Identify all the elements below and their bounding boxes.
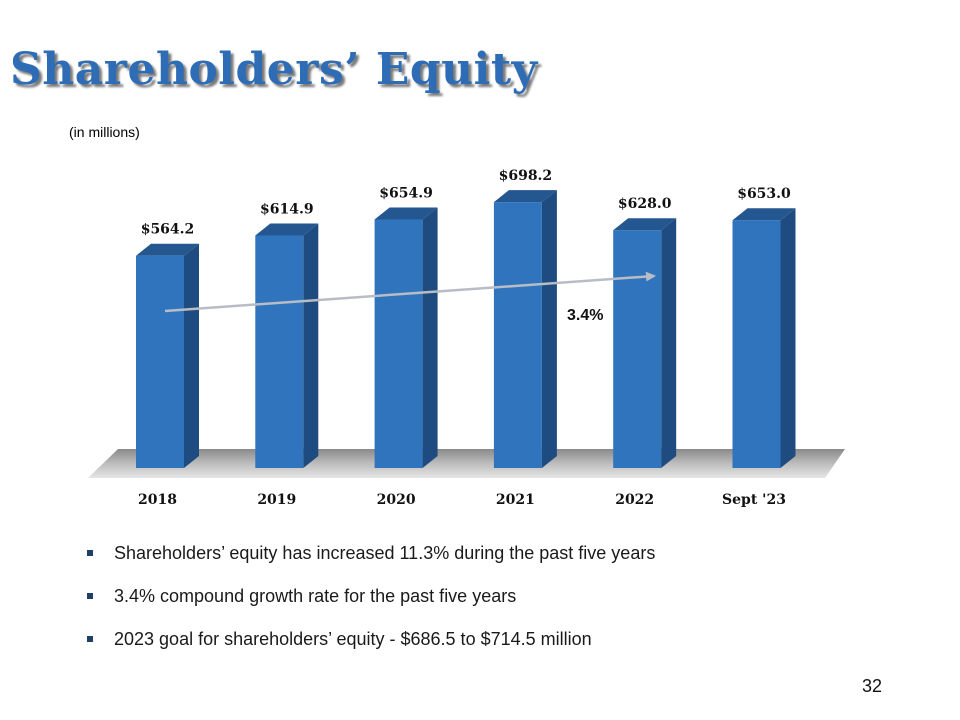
bar-front	[136, 255, 184, 468]
bar-front	[613, 230, 662, 468]
bar-value-label: $698.2	[499, 168, 553, 184]
bar-3	[493, 190, 557, 468]
bullet-square-icon	[87, 550, 93, 556]
bar-top	[732, 208, 796, 221]
bar-1	[255, 223, 319, 468]
bar-side	[780, 208, 796, 468]
bullet-item: 2023 goal for shareholders’ equity - $68…	[86, 622, 655, 665]
bar-value-label: $653.0	[737, 186, 791, 202]
bar-side	[184, 243, 199, 468]
bar-top	[136, 243, 199, 256]
bar-top	[613, 218, 677, 231]
category-label: 2021	[496, 492, 535, 508]
bar-front	[255, 235, 304, 468]
bullet-text: 2023 goal for shareholders’ equity - $68…	[114, 629, 592, 649]
bar-front	[493, 202, 542, 468]
bullet-square-icon	[87, 636, 93, 642]
bar-4	[613, 218, 677, 468]
key-points-list: Shareholders’ equity has increased 11.3%…	[86, 536, 655, 665]
bar-top	[374, 207, 438, 220]
bar-value-label: $628.0	[618, 196, 672, 212]
bar-front	[374, 219, 423, 468]
category-label: 2022	[615, 492, 654, 508]
category-label: Sept '23	[722, 492, 786, 508]
bullet-item: Shareholders’ equity has increased 11.3%…	[86, 536, 655, 579]
bar-value-label: $614.9	[260, 201, 314, 217]
page-number: 32	[862, 676, 883, 696]
bullet-text: Shareholders’ equity has increased 11.3%…	[114, 543, 656, 563]
cagr-annotation: 3.4%	[567, 307, 603, 324]
category-label: 2019	[257, 492, 296, 508]
bar-top	[255, 223, 319, 236]
category-label: 2018	[138, 492, 177, 508]
bar-5	[732, 208, 796, 468]
bar-top	[493, 190, 557, 203]
bar-side	[303, 223, 319, 468]
trend-arrow	[164, 271, 656, 313]
bar-0	[136, 243, 199, 468]
bar-2	[374, 207, 438, 468]
bullet-square-icon	[87, 593, 93, 599]
bar-front	[732, 220, 781, 468]
bullet-text: 3.4% compound growth rate for the past f…	[114, 586, 517, 606]
bar-side	[422, 207, 438, 468]
bar-value-label: $654.9	[379, 185, 433, 201]
bullet-item: 3.4% compound growth rate for the past f…	[86, 579, 655, 622]
chart-floor	[88, 449, 845, 478]
units-note: (in millions)	[69, 124, 140, 140]
category-label: 2020	[377, 492, 416, 508]
bar-side	[541, 190, 557, 468]
bar-value-label: $564.2	[141, 222, 195, 238]
equity-bar-chart: $564.2 2018 $614.9 2019 $654.9 2020 $698.2 2021…	[88, 168, 845, 508]
bar-side	[661, 218, 677, 468]
page-title: Shareholders’ Equity	[10, 44, 538, 95]
